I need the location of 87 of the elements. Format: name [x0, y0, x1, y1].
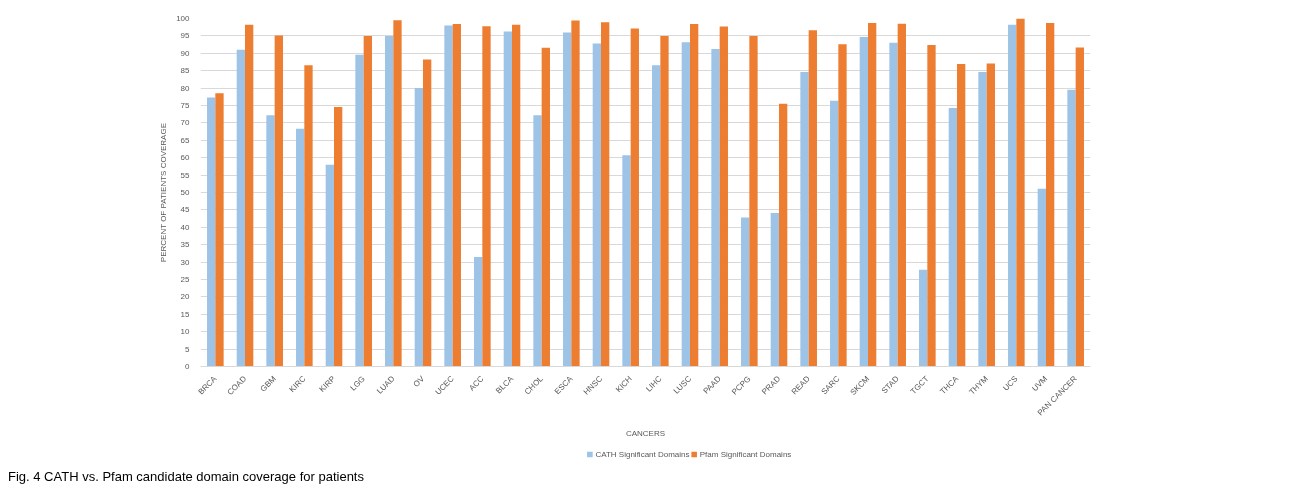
y-tick-label: 100	[176, 14, 191, 23]
bar	[563, 32, 572, 367]
bar	[986, 63, 995, 367]
bar	[889, 42, 898, 367]
bar	[779, 103, 788, 367]
bar	[274, 35, 283, 367]
bar	[948, 107, 957, 367]
bar	[215, 93, 224, 367]
bar	[444, 25, 453, 367]
bar	[393, 20, 402, 367]
bar	[927, 44, 936, 367]
bar	[363, 35, 372, 367]
bar	[355, 54, 364, 367]
bar	[741, 217, 750, 367]
y-tick-label: 0	[185, 362, 191, 371]
y-tick-label: 95	[180, 31, 191, 41]
bar	[1008, 24, 1017, 367]
bar	[207, 97, 216, 367]
y-tick-label: 5	[185, 344, 191, 354]
bar	[482, 26, 491, 367]
x-axis-title: CANCERS	[625, 428, 666, 438]
y-tick-label: 65	[180, 135, 191, 145]
bar	[868, 23, 877, 367]
bar	[622, 155, 631, 367]
y-tick-label: 25	[180, 275, 191, 284]
bar	[711, 49, 720, 367]
x-tick-label: OV	[411, 373, 427, 389]
bar	[800, 72, 809, 367]
bar	[533, 115, 542, 367]
bar	[541, 47, 550, 367]
bar	[1046, 23, 1055, 367]
bar	[423, 59, 432, 367]
bar	[452, 24, 461, 367]
bar	[592, 43, 601, 367]
bar	[719, 26, 728, 367]
bar	[830, 100, 839, 367]
y-tick-label: 75	[180, 101, 191, 110]
bar	[808, 30, 817, 367]
bar	[474, 256, 483, 367]
bar	[749, 35, 758, 367]
y-tick-label: 40	[180, 222, 191, 232]
bar	[325, 164, 334, 367]
bar	[296, 128, 305, 367]
bar	[897, 23, 906, 367]
bar	[571, 20, 580, 367]
bar	[1075, 47, 1084, 367]
y-tick-label: 35	[180, 240, 191, 250]
y-tick-label: 90	[180, 48, 191, 58]
bar	[660, 35, 669, 367]
y-tick-label: 55	[180, 170, 191, 180]
bar	[1037, 188, 1046, 367]
bar	[919, 269, 928, 367]
y-tick-label: 20	[180, 292, 191, 302]
bar	[236, 49, 245, 367]
legend-label: Pfam Significant Domains	[699, 450, 792, 459]
bar	[601, 22, 610, 367]
y-tick-label: 50	[180, 188, 191, 197]
bar	[859, 36, 868, 367]
y-tick-label: 70	[180, 118, 191, 128]
bar	[414, 88, 423, 367]
bar	[838, 44, 847, 367]
bar	[334, 106, 343, 367]
bar	[957, 64, 966, 367]
y-tick-label: 60	[180, 153, 191, 163]
bar	[512, 24, 521, 367]
bar	[304, 65, 313, 367]
y-tick-label: 15	[180, 309, 191, 319]
bar	[652, 65, 661, 367]
y-tick-label: 30	[180, 257, 191, 267]
bar	[770, 213, 779, 367]
bar	[681, 42, 690, 367]
bar	[503, 31, 512, 367]
y-tick-label: 45	[180, 205, 191, 215]
caption: Fig. 4 CATH vs. Pfam candidate domain coverage for patients	[8, 468, 364, 486]
bar	[630, 28, 639, 367]
bar	[1016, 18, 1025, 367]
y-tick-label: 85	[180, 66, 191, 76]
y-tick-label: 10	[180, 327, 191, 337]
bar	[385, 35, 394, 367]
bar	[245, 24, 254, 367]
legend-label: CATH Significant Domains	[595, 450, 690, 459]
y-axis-title: PERCENT OF PATIENTS COVERAGE	[159, 123, 169, 263]
y-tick-label: 80	[180, 83, 191, 93]
bar	[266, 115, 275, 367]
bar	[1067, 89, 1076, 367]
bar	[690, 24, 699, 367]
bar	[978, 72, 987, 367]
